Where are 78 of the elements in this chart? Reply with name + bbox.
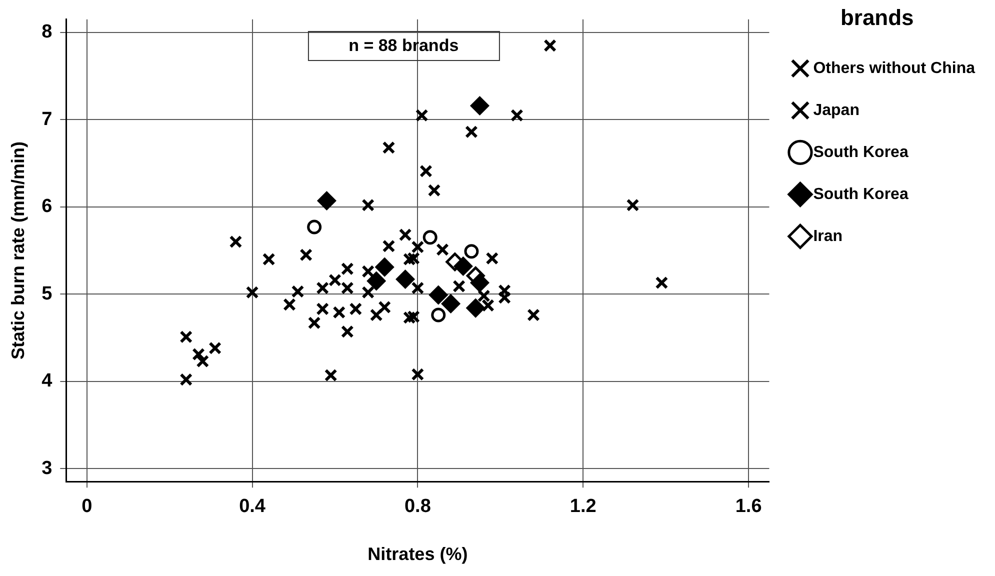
point [510, 108, 524, 122]
point [229, 235, 242, 248]
point [436, 243, 449, 256]
point [655, 276, 668, 290]
point [362, 264, 375, 278]
point [316, 282, 330, 294]
point [367, 272, 386, 290]
point [452, 280, 466, 293]
point [398, 228, 412, 242]
point [208, 342, 222, 355]
point [362, 286, 375, 299]
point [454, 256, 472, 276]
point [370, 308, 383, 322]
point [324, 368, 338, 382]
point [411, 368, 424, 381]
point [192, 348, 205, 361]
legend-title: brands [840, 5, 914, 30]
point [262, 252, 276, 266]
point [466, 298, 485, 318]
point [626, 198, 640, 212]
x-tick-label: 0.8 [404, 496, 431, 518]
point [340, 282, 354, 294]
x-tick-label: 0 [82, 496, 92, 518]
point [402, 311, 416, 324]
point [328, 274, 342, 287]
x-tick-label: 0.4 [239, 496, 266, 518]
point [470, 274, 489, 292]
point [411, 282, 424, 294]
point [402, 252, 416, 266]
point [180, 373, 193, 386]
point [375, 258, 394, 276]
point [283, 298, 296, 312]
legend-label: Japan [813, 102, 860, 119]
point [300, 248, 312, 262]
x-tick-label: 1.6 [735, 496, 762, 518]
legend-label: Iran [813, 228, 843, 245]
point [340, 262, 354, 276]
point [486, 252, 499, 265]
y-axis-title: Static burn rate (mm/min) [8, 141, 28, 360]
point [442, 294, 460, 313]
y-tick-label: 3 [42, 458, 52, 479]
point [465, 125, 478, 138]
point [246, 286, 259, 299]
point [308, 316, 321, 330]
point [307, 220, 322, 234]
point [470, 96, 489, 115]
point [382, 141, 396, 154]
point [340, 325, 354, 338]
point [362, 198, 375, 212]
point [527, 308, 540, 322]
point [316, 302, 330, 316]
point [382, 240, 396, 253]
legend-label: South Korea [813, 144, 908, 161]
point [317, 192, 336, 210]
point [428, 184, 441, 197]
y-tick-label: 6 [42, 196, 52, 218]
point [180, 330, 193, 344]
point [378, 300, 392, 314]
point [544, 39, 556, 52]
point [415, 108, 428, 122]
x-axis-title: Nitrates (%) [368, 544, 468, 564]
y-tick-label: 4 [42, 370, 53, 392]
point [196, 354, 210, 368]
point [431, 308, 446, 322]
point [332, 306, 346, 319]
point [464, 244, 479, 259]
y-tick-label: 7 [42, 108, 52, 130]
point [349, 302, 362, 316]
y-tick-label: 5 [42, 283, 53, 304]
y-tick-label: 8 [42, 22, 52, 43]
point [291, 285, 304, 298]
point [422, 230, 438, 245]
point [429, 286, 448, 304]
x-tick-label: 1.2 [570, 496, 596, 518]
legend-label: Others without China [813, 60, 976, 77]
legend-label: South Korea [813, 186, 908, 203]
point [420, 164, 432, 178]
point [396, 270, 415, 289]
